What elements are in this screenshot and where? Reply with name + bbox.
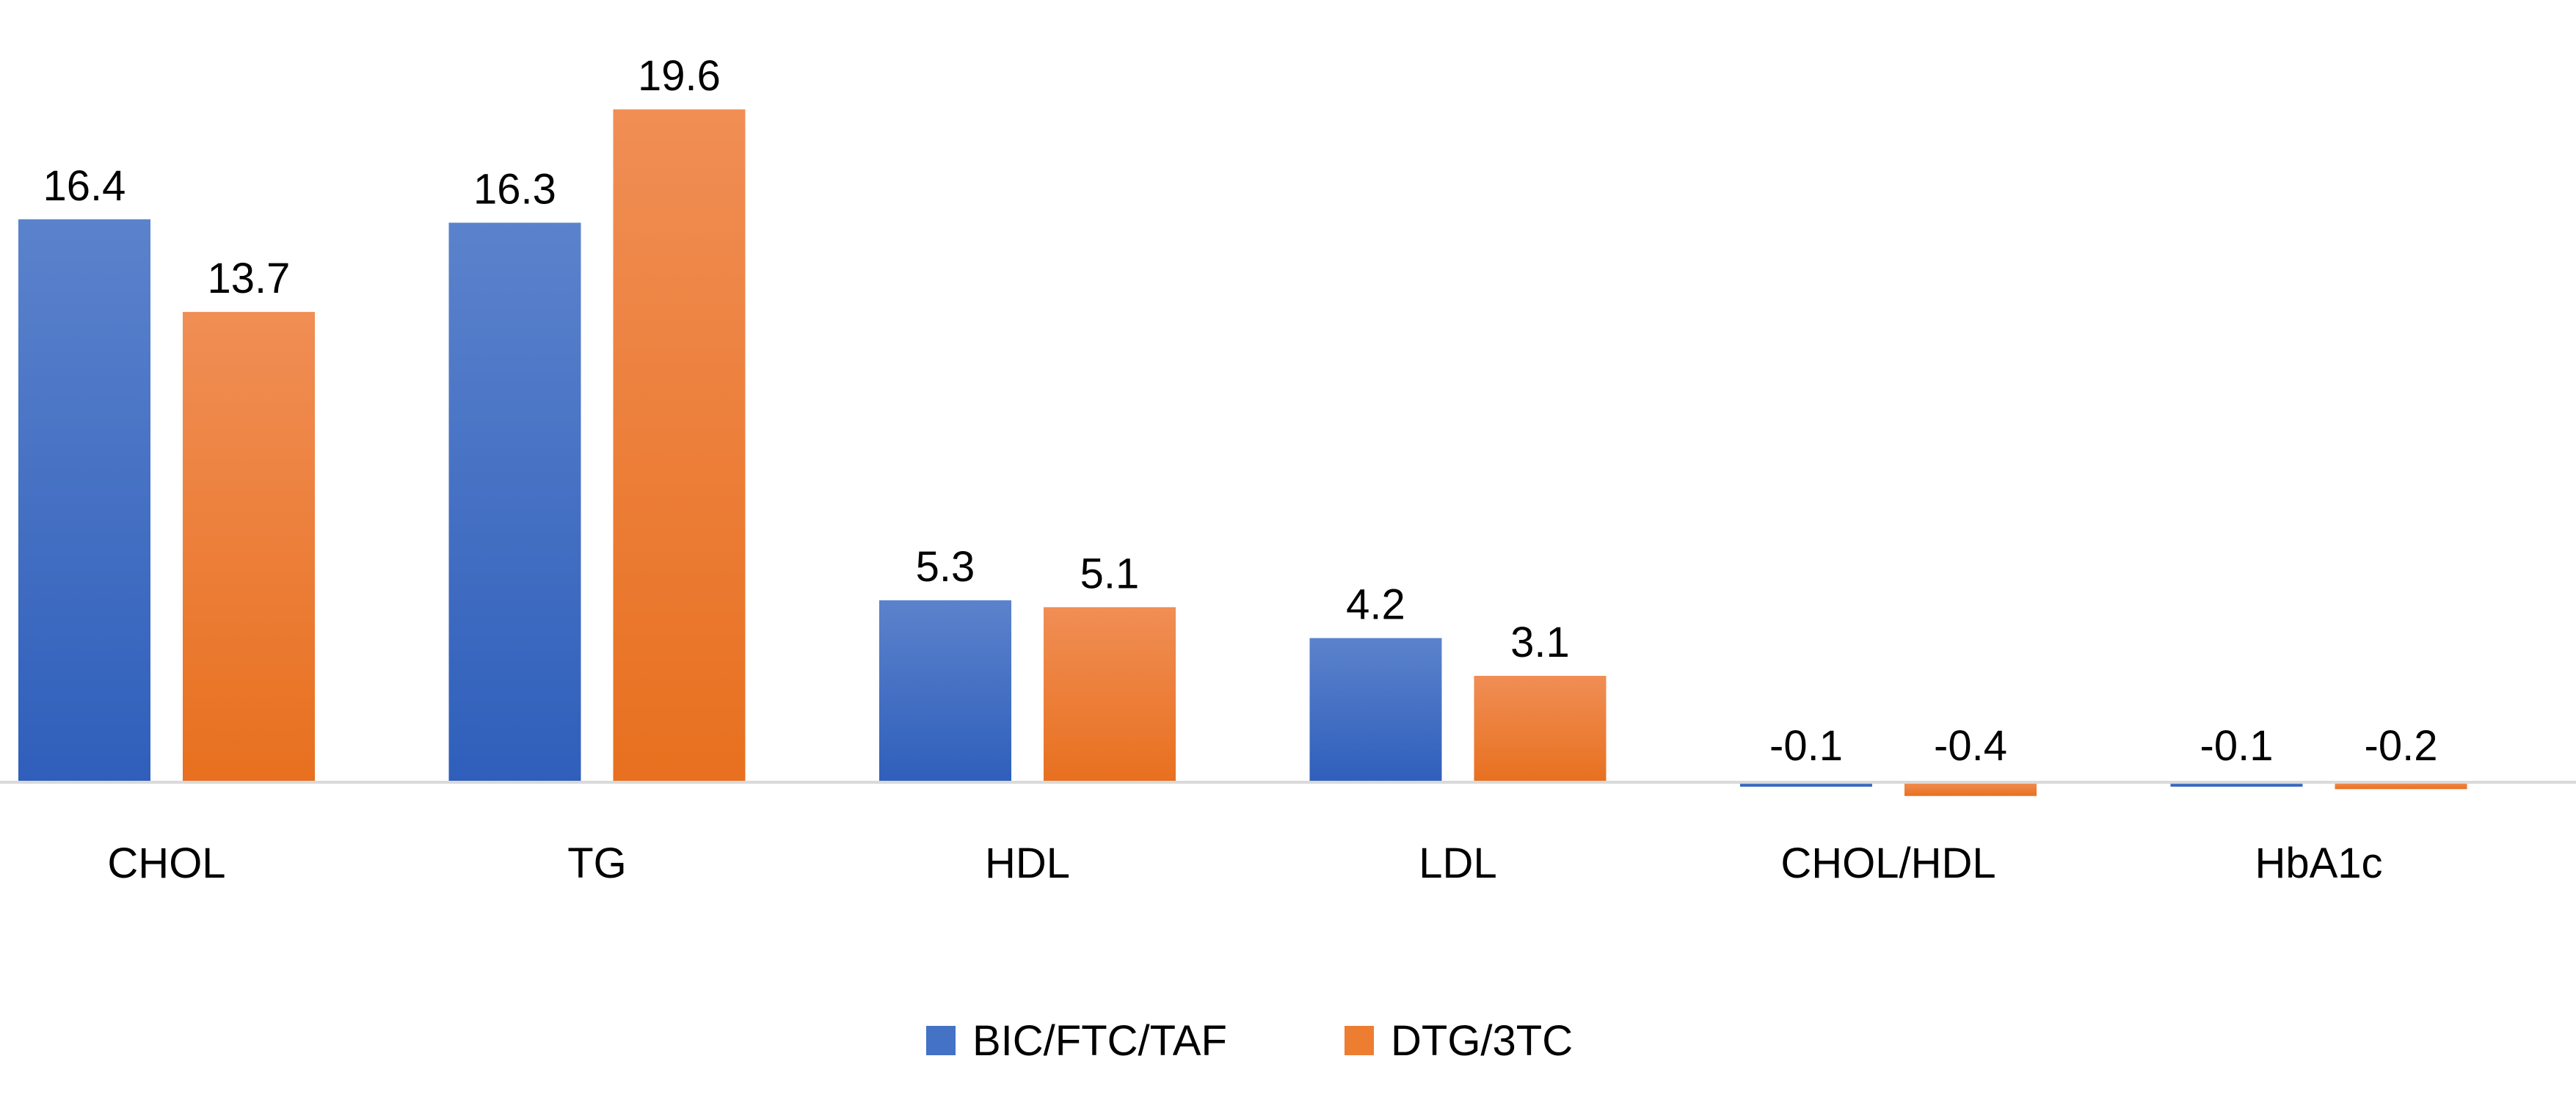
x-tick-label-chol: CHOL bbox=[107, 839, 225, 887]
data-label-dtg-3tc-hdl: 5.1 bbox=[1080, 550, 1140, 597]
legend-swatch-dtg-3tc bbox=[1345, 1026, 1374, 1055]
data-label-dtg-3tc-hba1c: -0.2 bbox=[2365, 722, 2438, 770]
bar-bic-ftc-taf-chol bbox=[18, 219, 150, 783]
data-label-dtg-3tc-tg: 19.6 bbox=[638, 52, 721, 100]
data-label-bic-ftc-taf-ldl: 4.2 bbox=[1346, 581, 1405, 629]
x-tick-label-tg: TG bbox=[567, 839, 627, 887]
bar-dtg-3tc-hdl bbox=[1044, 607, 1176, 782]
bar-bic-ftc-taf-tg bbox=[448, 222, 581, 783]
x-tick-label-chol-hdl: CHOL/HDL bbox=[1780, 839, 1995, 887]
bar-dtg-3tc-ldl bbox=[1474, 675, 1607, 782]
data-label-bic-ftc-taf-hdl: 5.3 bbox=[916, 543, 975, 591]
bar-bic-ftc-taf-hba1c bbox=[2170, 782, 2303, 787]
data-label-bic-ftc-taf-chol-hdl: -0.1 bbox=[1769, 722, 1843, 770]
bar-bic-ftc-taf-chol-hdl bbox=[1740, 782, 1872, 787]
legend-label-bic-ftc-taf: BIC/FTC/TAF bbox=[972, 1017, 1227, 1065]
bar-dtg-3tc-chol bbox=[183, 312, 315, 782]
bar-dtg-3tc-chol-hdl bbox=[1904, 782, 2037, 796]
x-tick-label-hba1c: HbA1c bbox=[2255, 839, 2382, 887]
data-label-dtg-3tc-ldl: 3.1 bbox=[1510, 619, 1570, 666]
data-label-dtg-3tc-chol-hdl: -0.4 bbox=[1934, 722, 2007, 770]
data-label-bic-ftc-taf-tg: 16.3 bbox=[473, 165, 556, 213]
bar-dtg-3tc-hba1c bbox=[2335, 782, 2467, 790]
bar-bic-ftc-taf-hdl bbox=[879, 600, 1011, 782]
data-label-bic-ftc-taf-hba1c: -0.1 bbox=[2200, 722, 2274, 770]
legend: BIC/FTC/TAF DTG/3TC bbox=[926, 1017, 1573, 1065]
legend-label-dtg-3tc: DTG/3TC bbox=[1391, 1017, 1573, 1065]
x-tick-label-ldl: LDL bbox=[1419, 839, 1496, 887]
bar-bic-ftc-taf-ldl bbox=[1309, 638, 1442, 782]
x-tick-label-hdl: HDL bbox=[985, 839, 1070, 887]
bar-dtg-3tc-tg bbox=[613, 109, 746, 782]
legend-swatch-bic-ftc-taf bbox=[926, 1026, 956, 1055]
data-label-dtg-3tc-chol: 13.7 bbox=[208, 255, 291, 302]
data-label-bic-ftc-taf-chol: 16.4 bbox=[43, 162, 126, 210]
